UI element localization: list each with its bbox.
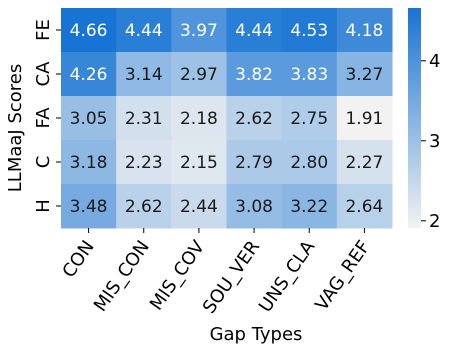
heatmap-cell-labels: 4.66 4.44 3.97 4.44 4.53 4.18 4.26 3.14 2.97 3.82… (70, 21, 384, 217)
heatmap-cell (281, 184, 338, 229)
heatmap-cell (116, 8, 172, 53)
cell-value-label: 2.18 (180, 109, 218, 129)
heatmap-cell (171, 96, 227, 141)
heatmap-cell (116, 184, 172, 229)
cell-value-label: 3.22 (290, 197, 328, 217)
cell-value-label: 4.26 (70, 65, 108, 85)
colorbar-tick-label: 4 (429, 51, 440, 72)
cell-value-label: 3.05 (70, 109, 108, 129)
cell-value-label: 4.53 (290, 21, 328, 41)
cell-value-label: 2.15 (180, 153, 218, 173)
x-tick-label: VAG_REF (311, 237, 374, 315)
y-axis-label: LLMaaJ Scores (5, 64, 26, 192)
heatmap-cell (61, 96, 117, 141)
heatmap-cell (171, 8, 227, 53)
heatmap-cell (281, 8, 338, 53)
cell-value-label: 4.18 (345, 21, 383, 41)
cell-value-label: 2.97 (180, 65, 218, 85)
heatmap-cell (336, 52, 393, 97)
x-tick-label: CON (58, 237, 98, 282)
heatmap-cell (171, 184, 227, 229)
y-tick-label: C (33, 156, 54, 169)
heatmap-cell (61, 140, 117, 185)
x-axis-label: Gap Types (210, 324, 303, 345)
cell-value-label: 4.44 (235, 21, 273, 41)
colorbar-tick-label: 2 (429, 211, 440, 232)
heatmap-cell (226, 8, 283, 53)
heatmap-cell (61, 8, 117, 53)
cell-value-label: 2.79 (235, 153, 273, 173)
heatmap-cell (281, 140, 338, 185)
heatmap-cell (336, 96, 393, 141)
colorbar: 2 3 4 (408, 8, 440, 232)
y-tick-label: FA (33, 107, 54, 129)
cell-value-label: 1.91 (345, 109, 383, 129)
cell-value-label: 4.44 (125, 21, 163, 41)
cell-value-label: 3.48 (70, 197, 108, 217)
heatmap-cell (226, 140, 283, 185)
heatmap-cell (61, 52, 117, 97)
cell-value-label: 3.27 (345, 65, 383, 85)
cell-value-label: 3.97 (180, 21, 218, 41)
heatmap-cell (61, 184, 117, 229)
cell-value-label: 3.08 (235, 197, 273, 217)
cell-value-label: 2.62 (125, 197, 163, 217)
y-tick-label: CA (33, 61, 54, 87)
heatmap-cell (116, 96, 172, 141)
cell-value-label: 2.44 (180, 197, 218, 217)
y-tick-label: H (33, 199, 54, 213)
heatmap-cell (281, 96, 338, 141)
heatmap-cell (336, 8, 393, 53)
cell-value-label: 3.83 (290, 65, 328, 85)
colorbar-gradient (408, 8, 421, 228)
heatmap-cell (226, 184, 283, 229)
cell-value-label: 2.31 (125, 109, 163, 129)
cell-value-label: 3.14 (125, 65, 163, 85)
colorbar-tick-label: 3 (429, 131, 440, 152)
cell-value-label: 2.64 (345, 197, 383, 217)
cell-value-label: 2.75 (290, 109, 328, 129)
heatmap-cell (336, 184, 393, 229)
cell-value-label: 2.23 (125, 153, 163, 173)
heatmap-cell (116, 140, 172, 185)
heatmap-cell (171, 52, 227, 97)
heatmap-cell (281, 52, 338, 97)
x-tick-label: UNS_CLA (255, 236, 320, 316)
cell-value-label: 3.82 (235, 65, 273, 85)
heatmap-cell (226, 52, 283, 97)
cell-value-label: 2.27 (345, 153, 383, 173)
heatmap-cell (336, 140, 393, 185)
y-tick-label: FE (33, 19, 54, 41)
cell-value-label: 3.18 (70, 153, 108, 173)
heatmap-cell (226, 96, 283, 141)
heatmap-cell (116, 52, 172, 97)
cell-value-label: 4.66 (70, 21, 108, 41)
heatmap-cell (171, 140, 227, 185)
cell-value-label: 2.62 (235, 109, 273, 129)
cell-value-label: 2.80 (290, 153, 328, 173)
y-axis-ticks: FE CA FA C H (33, 19, 61, 213)
heatmap-cells (61, 8, 393, 229)
x-tick-label: MIS_CON (90, 237, 154, 316)
